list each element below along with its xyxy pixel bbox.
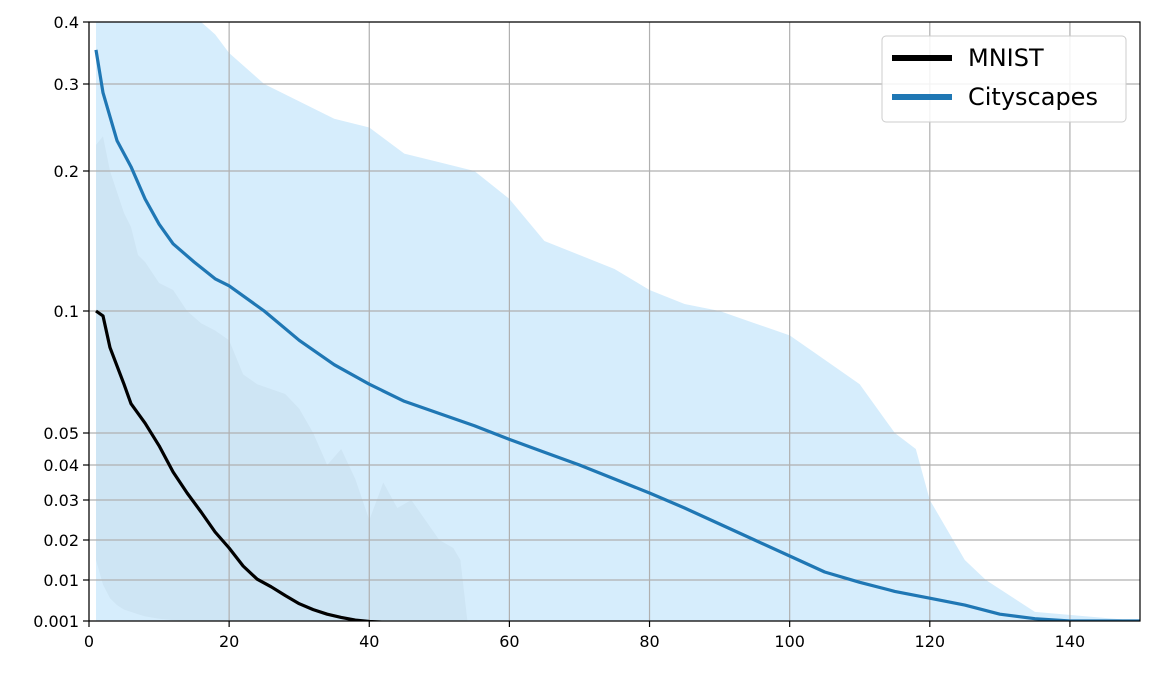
y-tick-label: 0.01 (43, 571, 79, 590)
series-line-mnist (95, 309, 391, 621)
y-tick-label: 0.1 (54, 302, 79, 321)
y-tick-label: 0.3 (54, 75, 79, 94)
legend: MNIST Cityscapes (881, 35, 1127, 123)
x-tick-label: 40 (359, 632, 379, 651)
x-tick-label: 0 (84, 632, 94, 651)
y-tick-label: 0.2 (54, 162, 79, 181)
band-cityscapes (96, 22, 1140, 621)
y-tick-label: 0.001 (33, 612, 79, 631)
y-tick-label: 0.03 (43, 491, 79, 510)
x-tick-label: 140 (1055, 632, 1086, 651)
x-tick-label: 80 (639, 632, 659, 651)
x-tick-label: 20 (219, 632, 239, 651)
line-layer (94, 49, 1140, 621)
legend-label-cityscapes: Cityscapes (968, 83, 1098, 111)
plot-frame (88, 21, 1141, 622)
legend-label-mnist: MNIST (968, 44, 1044, 72)
x-tick-label: 100 (774, 632, 805, 651)
y-tick-label: 0.05 (43, 424, 79, 443)
series-line-cityscapes (94, 49, 1140, 621)
y-tick-label: 0.4 (54, 13, 79, 32)
x-tick-label: 60 (499, 632, 519, 651)
tick-layer: 0 20 40 60 80 100 120 140 0.001 0.01 0.02 0.03 0.04 0… (33, 13, 1085, 651)
x-tick-label: 120 (915, 632, 946, 651)
y-tick-label: 0.04 (43, 456, 79, 475)
y-tick-label: 0.02 (43, 531, 79, 550)
